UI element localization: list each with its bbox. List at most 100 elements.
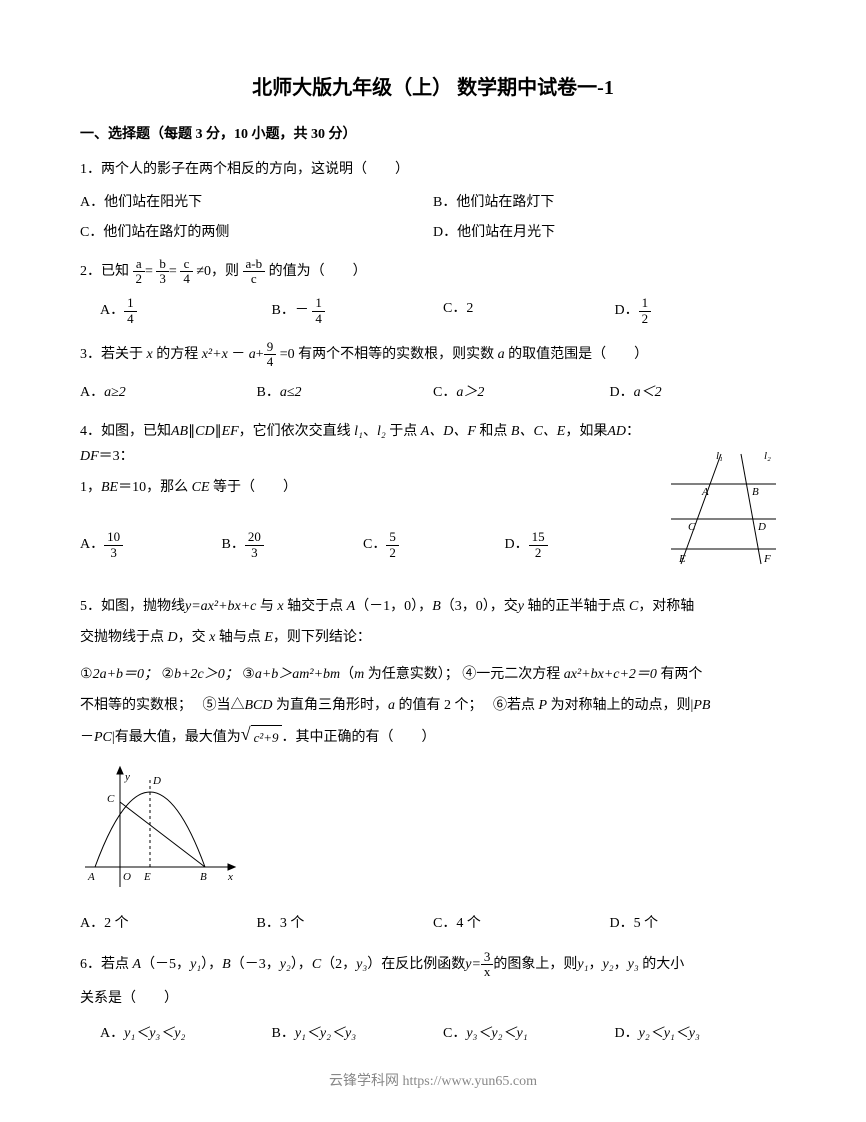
frac-n: 20	[245, 530, 264, 545]
question-3: 3．若关于 x 的方程 x²+x － a+94 =0 有两个不相等的实数根，则实…	[80, 340, 786, 409]
text: 3．若关于	[80, 347, 147, 362]
plus: +	[256, 347, 264, 362]
text: 当△	[217, 698, 245, 713]
lbl: x	[227, 871, 233, 883]
text: 一元二次方程	[476, 667, 564, 682]
text: （－1，0），	[355, 599, 432, 614]
label: D．	[615, 1026, 639, 1041]
A: A	[133, 957, 142, 972]
q5-opt-a: A．2 个	[80, 911, 257, 936]
text: （－5，	[141, 957, 190, 972]
q5-statements-2: 不相等的实数根； ⑤当△BCD 为直角三角形时，a 的值有 2 个； ⑥若点 P…	[80, 693, 786, 718]
P: P	[539, 698, 548, 713]
text: （－3，	[231, 957, 280, 972]
lbl: A	[701, 486, 709, 498]
pts: A、D、F	[421, 424, 476, 439]
l1: l₁	[354, 424, 363, 439]
frac-n: 1	[124, 296, 137, 311]
text: ，	[589, 957, 603, 972]
text: 为直角三角形时，	[273, 698, 389, 713]
q5-opt-d: D．5 个	[610, 911, 787, 936]
text: ≠0，则	[196, 264, 239, 279]
q3-opt-c: C．a＞2	[433, 380, 610, 405]
q5-options: A．2 个 B．3 个 C．4 个 D．5 个	[80, 907, 786, 940]
y2: y₂	[280, 957, 291, 972]
seg: DF	[80, 449, 99, 464]
lbl: O	[123, 871, 131, 883]
exam-title: 北师大版九年级（上） 数学期中试卷一-1	[80, 70, 786, 106]
frac-d: 2	[133, 272, 146, 286]
text: （	[340, 667, 354, 682]
D: D	[168, 630, 178, 645]
question-2: 2．已知 a2= b3= c4 ≠0，则 a-bc 的值为（ ） A．14 B．…	[80, 257, 786, 330]
frac-n: 1	[639, 296, 652, 311]
val: a＞2	[456, 385, 484, 400]
label: C．	[363, 537, 386, 552]
frac-d: 3	[245, 546, 264, 560]
q2-opt-a: A．14	[100, 296, 272, 326]
label: D．	[610, 385, 634, 400]
text: 2a+b＝0；	[93, 667, 158, 682]
frac-n: 5	[386, 530, 399, 545]
question-4: 4．如图，已知AB∥CD∥EF，它们依次交直线 l₁、l₂ 于点 A、D、F 和…	[80, 419, 786, 564]
B: B	[432, 599, 441, 614]
q6-stem-2: 关系是（ ）	[80, 986, 786, 1011]
q5-stem-2: 交抛物线于点 D，交 x 轴与点 E，则下列结论：	[80, 625, 786, 650]
text: ，它们依次交直线	[239, 424, 355, 439]
y2: y₂	[603, 957, 614, 972]
q5-opt-b: B．3 个	[257, 911, 434, 936]
frac-d: 4	[312, 312, 325, 326]
q1-opt-a: A．他们站在阳光下	[80, 188, 433, 217]
sqrt-arg: c²+9	[251, 725, 282, 749]
text: 2．已知	[80, 264, 129, 279]
q3-opt-b: B．a≤2	[257, 380, 434, 405]
val: y₁＜y₃＜y₂	[124, 1026, 185, 1041]
lbl: C	[107, 793, 115, 805]
neg: －	[295, 303, 309, 318]
q1-opt-c: C．他们站在路灯的两侧	[80, 218, 433, 247]
label: B．	[272, 1026, 295, 1041]
text: 6．若点	[80, 957, 129, 972]
text: 的值有 2 个；	[395, 698, 490, 713]
text: ，对称轴	[638, 599, 694, 614]
text: ，则下列结论：	[273, 630, 371, 645]
q3-opt-d: D．a＜2	[610, 380, 787, 405]
lbl: l₁	[716, 450, 723, 462]
frac-n: a-b	[243, 257, 266, 272]
y1: y₁	[190, 957, 201, 972]
num: ④	[462, 667, 476, 682]
text: 的方程	[153, 347, 202, 362]
text: a+b＞am²+bm	[255, 667, 340, 682]
q3-opt-a: A．a≥2	[80, 380, 257, 405]
text: ．其中正确的有（ ）	[282, 730, 436, 745]
label: B．	[272, 303, 295, 318]
minus: －	[228, 347, 249, 362]
var-a: a	[498, 347, 505, 362]
lbl: D	[152, 775, 161, 787]
label: D．	[615, 303, 639, 318]
C: C	[629, 599, 638, 614]
q6-opt-a: A．y₁＜y₃＜y₂	[100, 1021, 272, 1046]
m: m	[354, 667, 364, 682]
question-6: 6．若点 A（－5，y₁），B（－3，y₂），C（2，y₃）在反比例函数y=3x…	[80, 950, 786, 1050]
frac-d: 2	[639, 312, 652, 326]
text: 等于（ ）	[210, 480, 298, 495]
lbl: l₂	[764, 450, 771, 462]
label: D．	[505, 537, 529, 552]
q5-stem-1: 5．如图，抛物线y=ax²+bx+c 与 x 轴交于点 A（－1，0），B（3，…	[80, 594, 786, 619]
pts: B、C、E	[511, 424, 565, 439]
eq: y=ax²+bx+c	[185, 599, 256, 614]
q4-opt-b: B．203	[222, 530, 364, 560]
frac-n: 10	[104, 530, 123, 545]
text: （2，	[321, 957, 356, 972]
lbl: D	[757, 521, 766, 533]
text: 轴的正半轴于点	[524, 599, 629, 614]
par: ∥	[215, 424, 222, 439]
text: －	[80, 730, 94, 745]
frac-n: 9	[264, 340, 277, 355]
label: A．	[100, 303, 124, 318]
text: ，如果	[565, 424, 607, 439]
q6-opt-c: C．y₃＜y₂＜y₁	[443, 1021, 615, 1046]
num: ⑥	[493, 698, 507, 713]
q1-opt-d: D．他们站在月光下	[433, 218, 786, 247]
